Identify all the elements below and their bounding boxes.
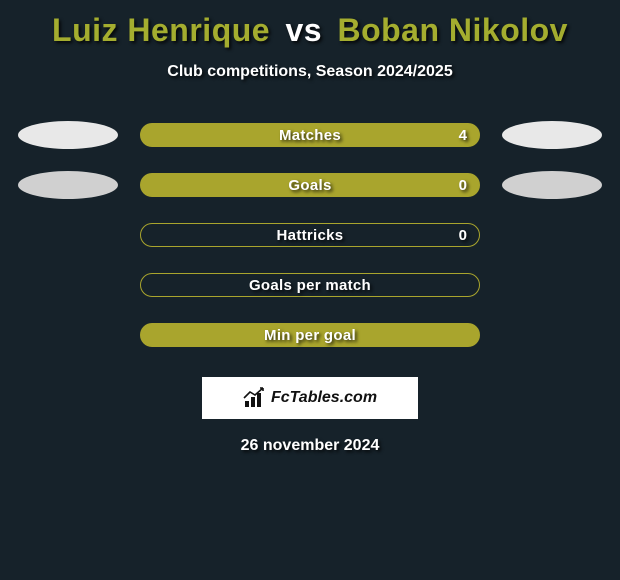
left-ellipse bbox=[18, 171, 118, 199]
chart-icon bbox=[243, 389, 265, 407]
stat-bar: Matches 4 bbox=[140, 123, 480, 147]
stat-bar: Goals 0 bbox=[140, 173, 480, 197]
stat-row: Goals 0 bbox=[0, 171, 620, 199]
page-title: Luiz Henrique vs Boban Nikolov bbox=[52, 12, 568, 49]
stat-bar: Min per goal bbox=[140, 323, 480, 347]
player2-name: Boban Nikolov bbox=[337, 12, 568, 48]
player1-name: Luiz Henrique bbox=[52, 12, 270, 48]
right-ellipse bbox=[502, 121, 602, 149]
brand-logo[interactable]: FcTables.com bbox=[202, 377, 418, 419]
left-ellipse bbox=[18, 121, 118, 149]
stat-label: Hattricks bbox=[277, 227, 344, 244]
comparison-card: Luiz Henrique vs Boban Nikolov Club comp… bbox=[0, 0, 620, 455]
right-ellipse bbox=[502, 171, 602, 199]
stat-row: Min per goal bbox=[0, 321, 620, 349]
brand-text: FcTables.com bbox=[271, 389, 377, 407]
stats-rows: Matches 4 Goals 0 Hattricks 0 Goals per match M… bbox=[0, 121, 620, 349]
stat-row: Goals per match bbox=[0, 271, 620, 299]
date-label: 26 november 2024 bbox=[241, 437, 380, 455]
subtitle: Club competitions, Season 2024/2025 bbox=[167, 63, 452, 81]
stat-label: Goals bbox=[288, 177, 331, 194]
stat-value: 0 bbox=[459, 227, 467, 244]
stat-bar: Goals per match bbox=[140, 273, 480, 297]
stat-bar: Hattricks 0 bbox=[140, 223, 480, 247]
stat-label: Min per goal bbox=[264, 327, 356, 344]
stat-value: 4 bbox=[459, 127, 467, 144]
title-vs: vs bbox=[285, 12, 322, 48]
stat-value: 0 bbox=[459, 177, 467, 194]
stat-label: Goals per match bbox=[249, 277, 371, 294]
stat-label: Matches bbox=[279, 127, 341, 144]
stat-row: Hattricks 0 bbox=[0, 221, 620, 249]
stat-row: Matches 4 bbox=[0, 121, 620, 149]
